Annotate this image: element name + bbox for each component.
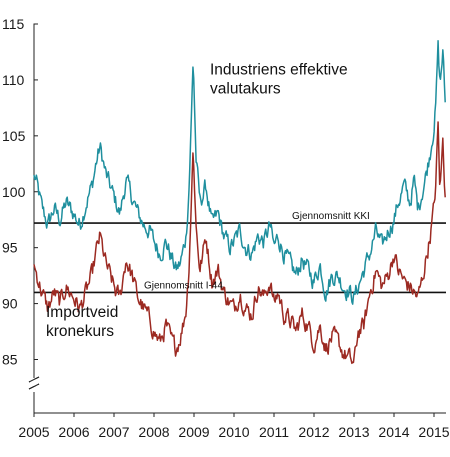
x-tick-label: 2008 <box>138 424 169 440</box>
x-tick-label: 2014 <box>378 424 409 440</box>
x-tick-label: 2013 <box>338 424 369 440</box>
avg-kki-label: Gjennomsnitt KKI <box>292 211 370 222</box>
x-tick-label: 2009 <box>178 424 209 440</box>
import-label-line: Importveid <box>46 304 118 321</box>
x-tick-label: 2007 <box>98 424 129 440</box>
x-tick-label: 2011 <box>259 424 289 440</box>
avg-i44-label: Gjennomsnitt I-44 <box>144 280 223 291</box>
y-tick-label: 110 <box>2 72 25 88</box>
x-axis: 2005 2006 2007 2008 2009 2010 2011 2012 2013 2014… <box>18 413 449 440</box>
y-tick-label: 100 <box>2 184 26 200</box>
industry-label: Industriens effektive valutakurs <box>210 61 348 97</box>
x-tick-label: 2015 <box>418 424 449 440</box>
y-tick-label: 95 <box>2 240 18 256</box>
y-tick-label: 105 <box>2 128 26 144</box>
x-tick-label: 2005 <box>18 424 49 440</box>
import-label: Importveid kronekurs <box>46 304 118 340</box>
y-tick-label: 115 <box>2 16 25 32</box>
import-label-line: kronekurs <box>46 323 114 340</box>
industry-label-line: valutakurs <box>210 80 281 97</box>
x-tick-label: 2006 <box>58 424 89 440</box>
x-tick-label: 2012 <box>298 424 329 440</box>
y-tick-label: 85 <box>2 352 18 368</box>
y-tick-label: 90 <box>2 296 18 312</box>
x-tick-label: 2010 <box>218 424 249 440</box>
y-axis: 85 90 95 100 105 110 115 <box>2 16 39 413</box>
industry-label-line: Industriens effektive <box>210 61 348 78</box>
